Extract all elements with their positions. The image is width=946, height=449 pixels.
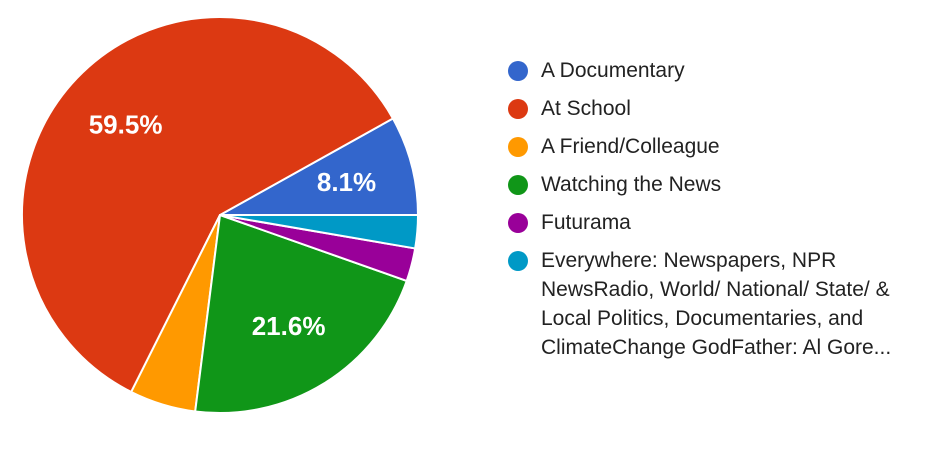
slice-value-label-1: 59.5% xyxy=(89,110,163,140)
slice-value-label-0: 8.1% xyxy=(317,167,376,197)
legend-label: Everywhere: Newspapers, NPR NewsRadio, W… xyxy=(541,249,892,359)
legend-item-4[interactable]: Futurama xyxy=(508,208,938,237)
legend-swatch-icon xyxy=(508,213,528,233)
legend-item-2[interactable]: A Friend/Colleague xyxy=(508,132,938,161)
pie-chart: 8.1% 59.5% 21.6% xyxy=(21,16,419,414)
slice-value-label-3: 21.6% xyxy=(252,311,326,341)
legend-label: A Friend/Colleague xyxy=(541,135,720,158)
legend-item-0[interactable]: A Documentary xyxy=(508,56,938,85)
legend-label: A Documentary xyxy=(541,59,685,82)
pie-slice-5[interactable] xyxy=(219,214,419,250)
legend: A Documentary At School A Friend/Colleague… xyxy=(508,56,938,371)
legend-label: At School xyxy=(541,97,631,120)
legend-swatch-icon xyxy=(508,175,528,195)
legend-label: Watching the News xyxy=(541,173,722,196)
legend-item-3[interactable]: Watching the News xyxy=(508,170,938,199)
legend-label: Futurama xyxy=(541,211,631,234)
legend-swatch-icon xyxy=(508,251,528,271)
legend-swatch-icon xyxy=(508,61,528,81)
legend-swatch-icon xyxy=(508,137,528,157)
pie-slice-0[interactable] xyxy=(219,117,419,216)
pie-slice-3[interactable] xyxy=(194,214,408,414)
legend-item-1[interactable]: At School xyxy=(508,94,938,123)
legend-item-5[interactable]: Everywhere: Newspapers, NPR NewsRadio, W… xyxy=(508,246,938,362)
legend-swatch-icon xyxy=(508,99,528,119)
pie-slice-1[interactable] xyxy=(21,16,394,393)
